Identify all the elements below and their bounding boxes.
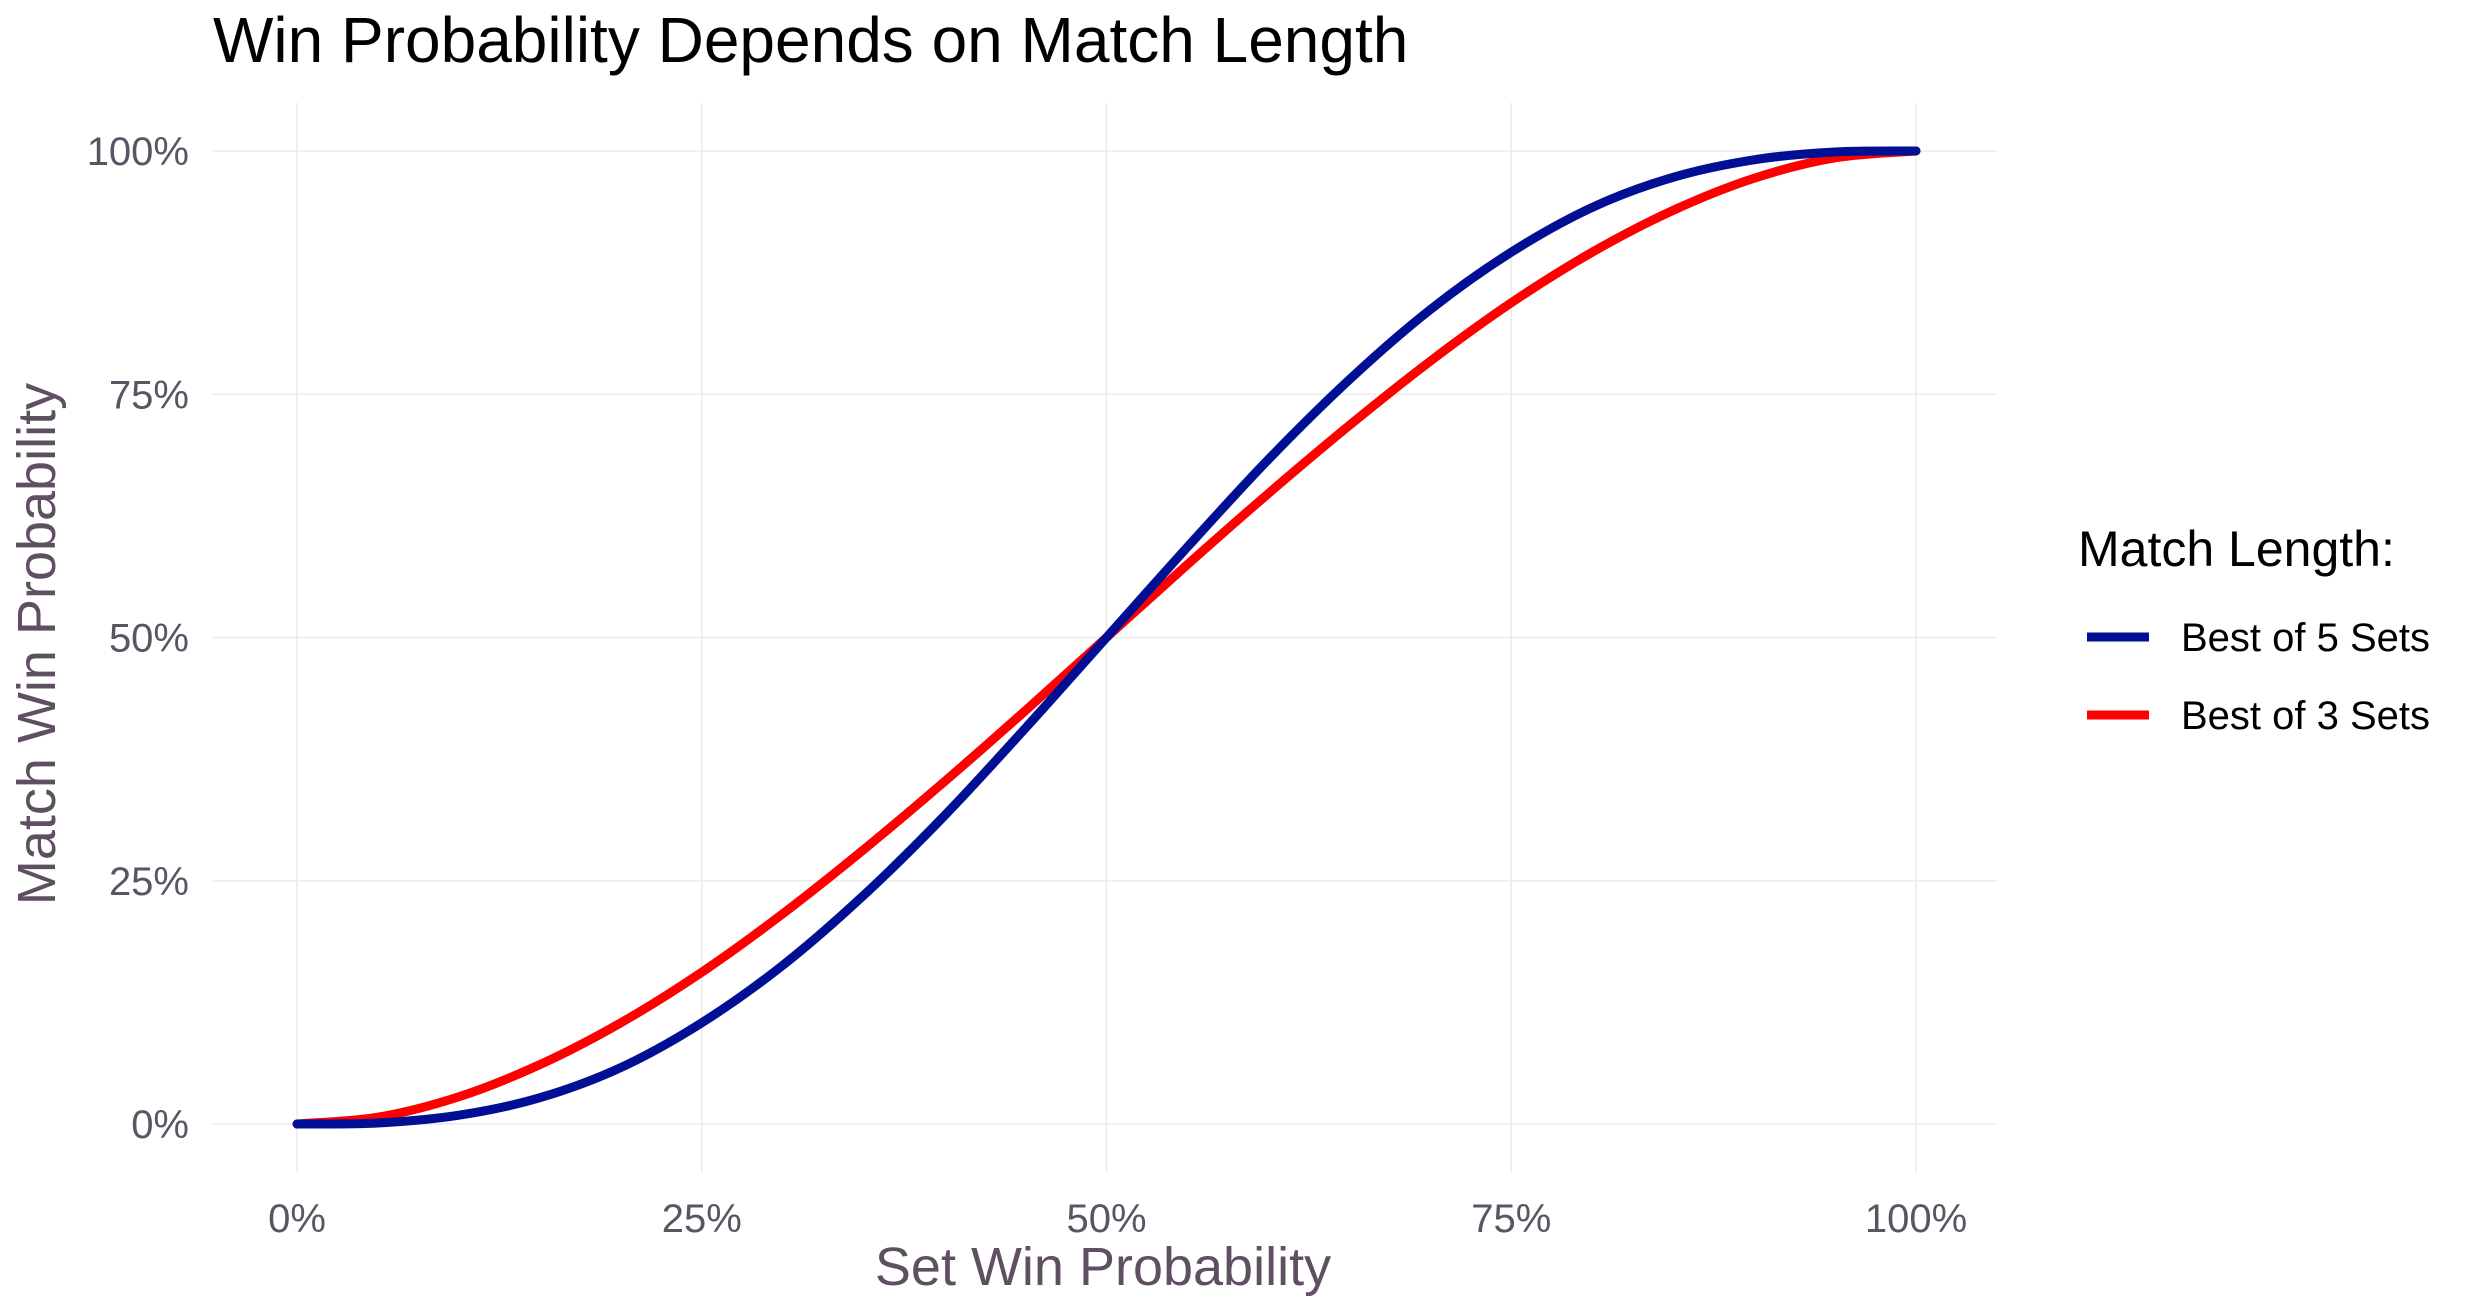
x-tick-label: 100% <box>1865 1197 1967 1241</box>
x-axis-title: Set Win Probability <box>875 1237 1331 1297</box>
chart-title: Win Probability Depends on Match Length <box>213 4 1408 76</box>
y-tick-label: 100% <box>87 130 189 174</box>
series-line-1 <box>292 146 1921 1129</box>
y-tick-label: 25% <box>109 860 189 904</box>
legend-item: Best of 5 Sets <box>2087 616 2430 660</box>
y-tick-label: 0% <box>131 1103 189 1147</box>
x-tick-label: 50% <box>1066 1197 1146 1241</box>
legend-label: Best of 3 Sets <box>2181 694 2430 738</box>
x-tick-label: 25% <box>662 1197 742 1241</box>
x-tick-label: 0% <box>268 1197 326 1241</box>
y-axis-ticks: 0% 25% 50% 75% 100% <box>87 130 189 1147</box>
y-tick-label: 75% <box>109 373 189 417</box>
legend-items: Best of 5 Sets Best of 3 Sets <box>2087 616 2430 738</box>
legend-title: Match Length: <box>2078 521 2395 577</box>
plot-series <box>292 146 1921 1129</box>
x-axis-ticks: 0% 25% 50% 75% 100% <box>268 1197 1967 1241</box>
x-tick-label: 75% <box>1471 1197 1551 1241</box>
legend: Match Length: Best of 5 Sets Best of 3 Se… <box>2078 521 2430 738</box>
legend-item: Best of 3 Sets <box>2087 694 2430 738</box>
y-axis-title: Match Win Probability <box>7 383 67 905</box>
grid <box>213 103 1997 1172</box>
legend-label: Best of 5 Sets <box>2181 616 2430 660</box>
y-tick-label: 50% <box>109 617 189 661</box>
